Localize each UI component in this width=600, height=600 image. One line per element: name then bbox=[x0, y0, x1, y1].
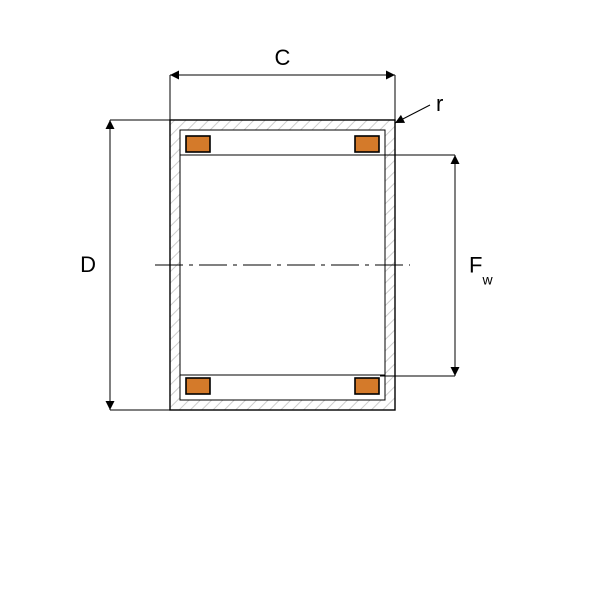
r-label: r bbox=[436, 91, 443, 116]
arrowhead bbox=[386, 71, 395, 80]
arrowhead bbox=[451, 367, 460, 376]
dim-d-label: D bbox=[80, 252, 96, 277]
roller-1 bbox=[355, 136, 379, 152]
arrowhead bbox=[106, 401, 115, 410]
roller-2 bbox=[186, 378, 210, 394]
arrowhead bbox=[451, 155, 460, 164]
bearing-cross-section-diagram: C D Fw r bbox=[0, 0, 600, 600]
arrowhead bbox=[106, 120, 115, 129]
arrowhead bbox=[170, 71, 179, 80]
dim-fw-label: Fw bbox=[469, 253, 493, 288]
roller-3 bbox=[355, 378, 379, 394]
dim-c-label: C bbox=[275, 45, 291, 70]
roller-0 bbox=[186, 136, 210, 152]
